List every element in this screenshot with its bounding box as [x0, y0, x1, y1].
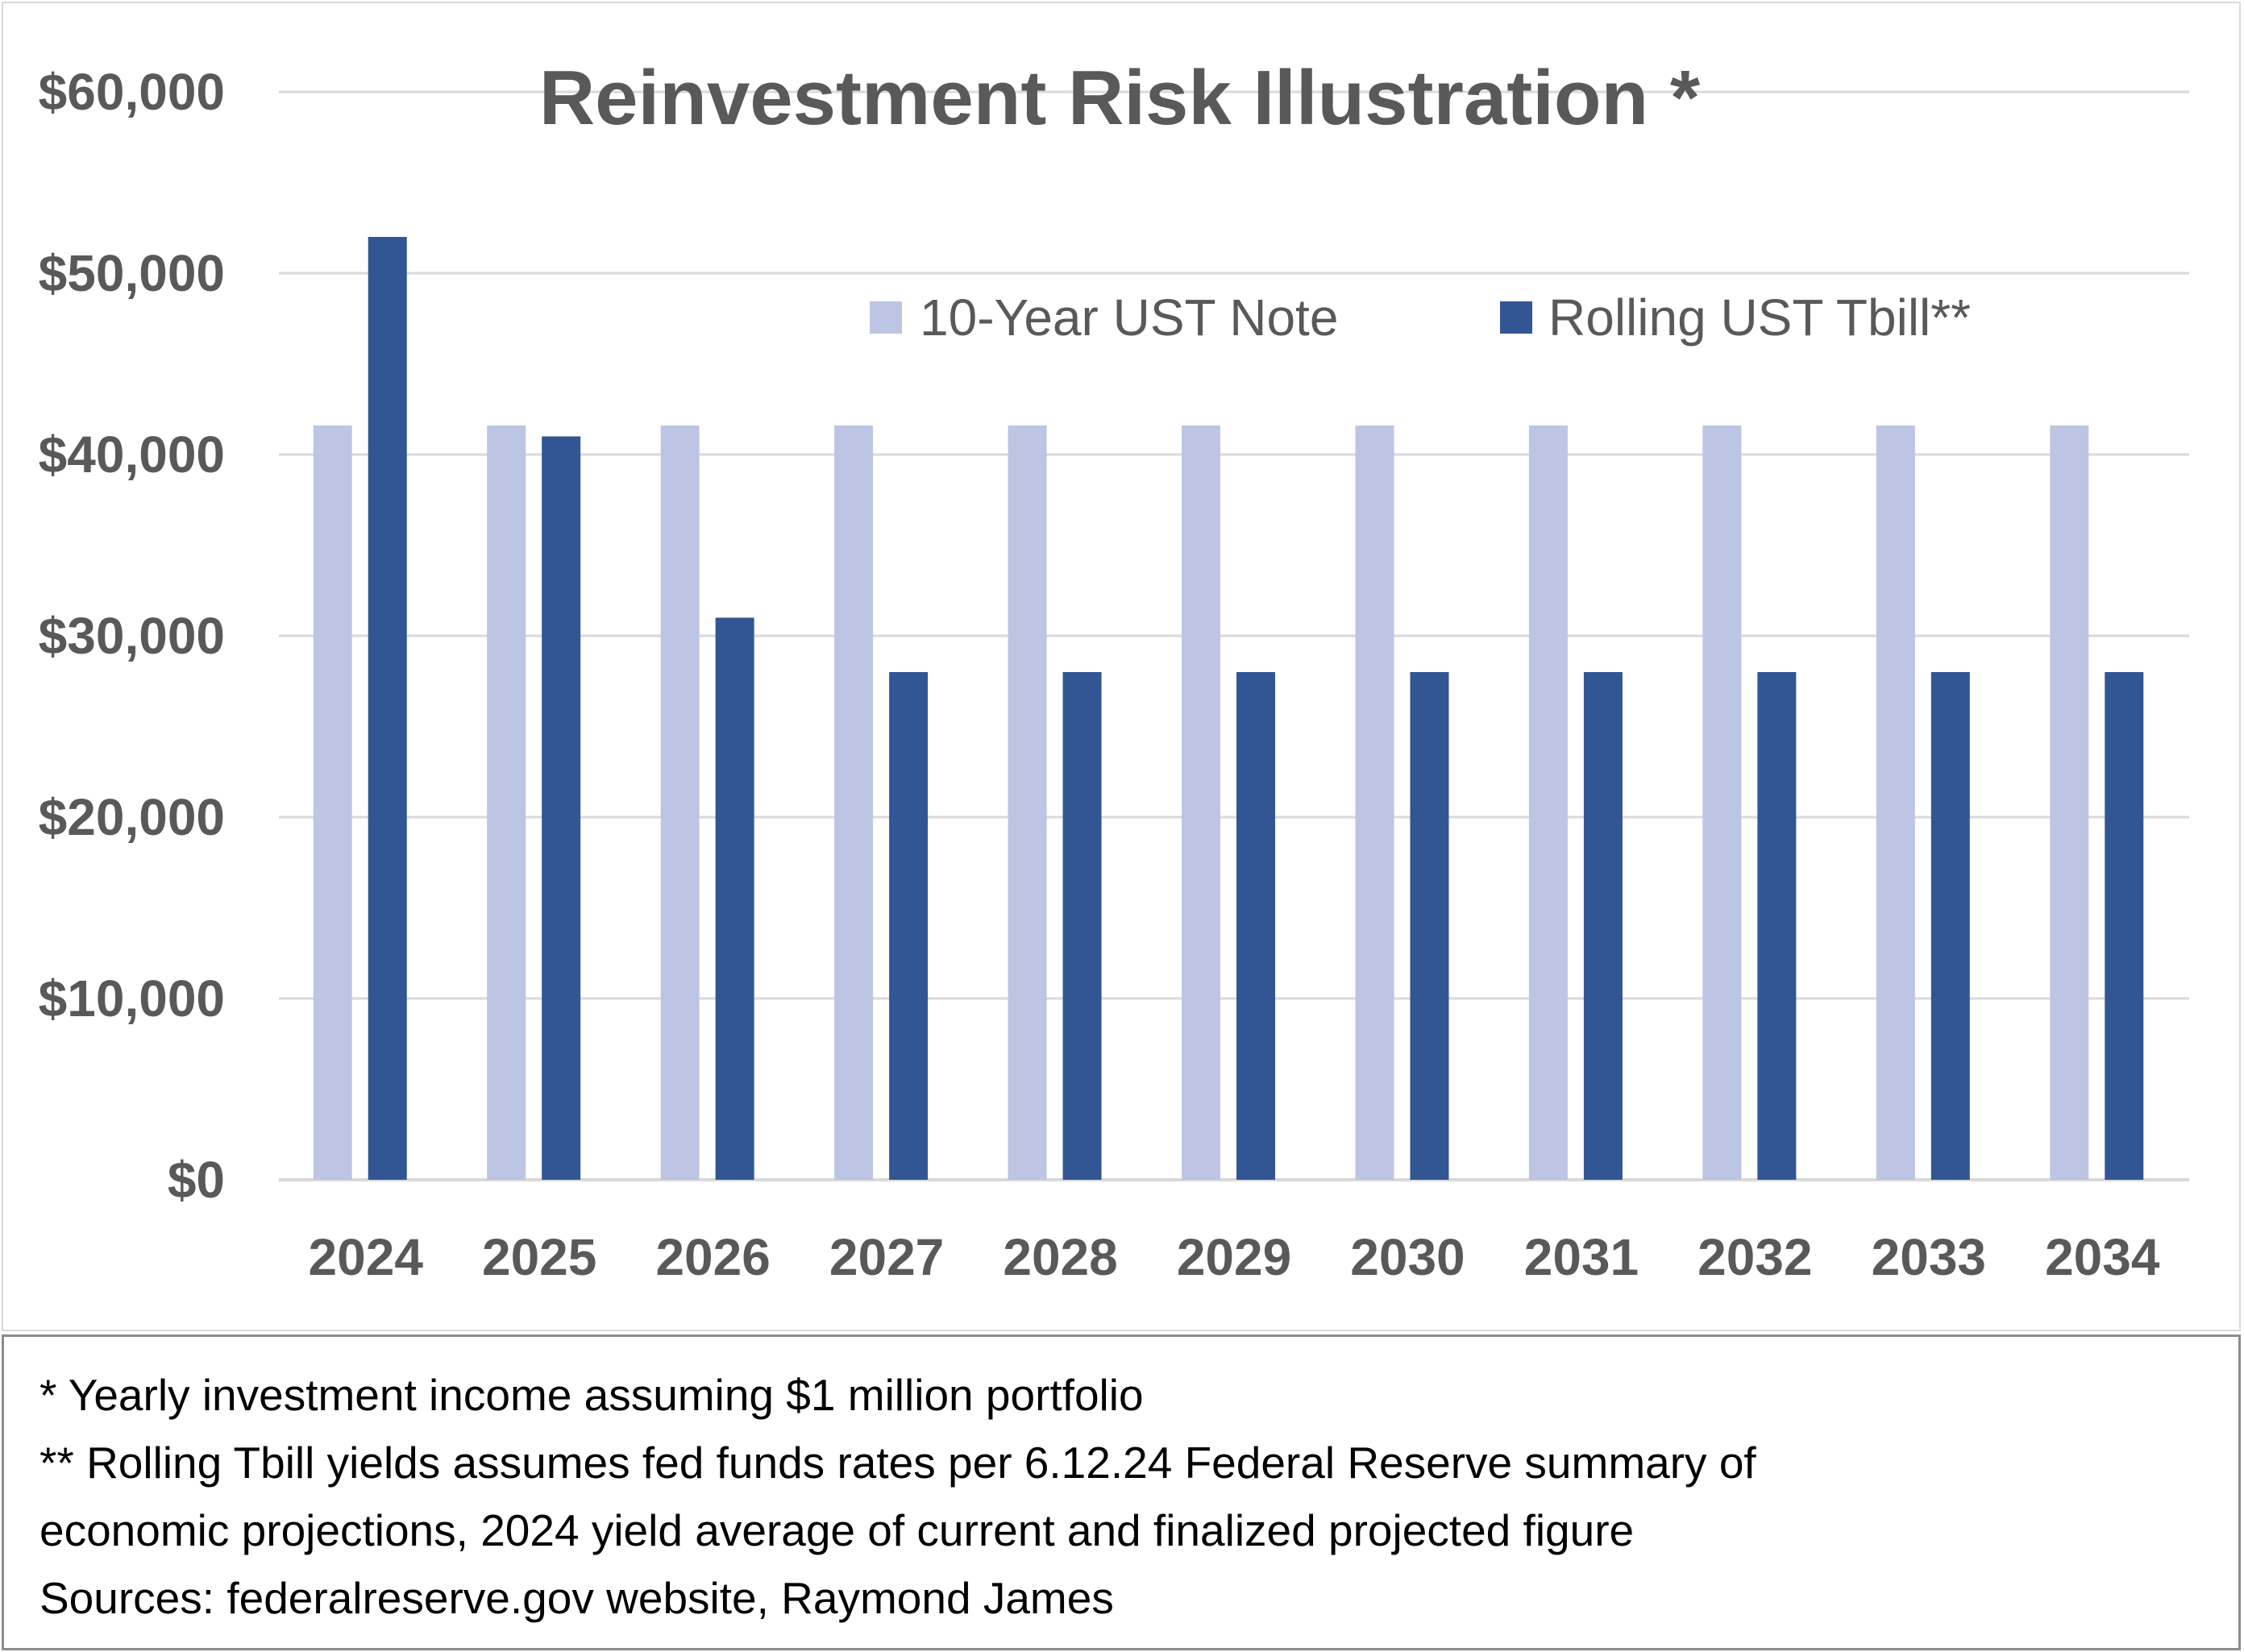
x-tick-label: 2032: [1698, 1228, 1812, 1286]
bar-10-year-note: [1876, 425, 1915, 1180]
y-tick-label: $20,000: [39, 788, 225, 846]
bars: [313, 237, 2144, 1180]
y-tick-label: $40,000: [39, 425, 225, 484]
bar-10-year-note: [1702, 425, 1742, 1180]
y-tick-label: $50,000: [39, 244, 225, 302]
x-tick-label: 2031: [1524, 1228, 1639, 1286]
x-tick-label: 2029: [1177, 1228, 1291, 1286]
chart-panel: $0 $10,000 $20,000 $30,000 $40,000 $50,000 $60…: [2, 2, 2241, 1331]
footnote-1: * Yearly investment income assuming $1 m…: [39, 1370, 1144, 1420]
x-tick-label: 2025: [482, 1228, 596, 1286]
sources-note: Sources: federalreserve.gov website, Ray…: [39, 1573, 1114, 1623]
y-tick-label: $30,000: [39, 607, 225, 665]
x-tick-label: 2026: [655, 1228, 770, 1286]
bar-10-year-note: [2050, 425, 2089, 1180]
bar-10-year-note: [834, 425, 874, 1180]
chart-title: Reinvestment Risk Illustration *: [539, 55, 1701, 141]
y-tick-label: $0: [168, 1151, 225, 1209]
legend-swatch-tbill: [1500, 301, 1532, 334]
bar-rolling-tbill: [368, 237, 407, 1180]
bar-10-year-note: [660, 425, 700, 1180]
y-tick-label: $10,000: [39, 969, 225, 1027]
bar-rolling-tbill: [1410, 672, 1449, 1180]
x-axis-ticks: 2024 2025 2026 2027 2028 2029 2030 2031 2032 2033…: [309, 1228, 2160, 1286]
bar-10-year-note: [1355, 425, 1394, 1180]
y-tick-label: $60,000: [39, 63, 225, 121]
bar-10-year-note: [487, 425, 526, 1180]
x-tick-label: 2024: [309, 1228, 424, 1286]
x-tick-label: 2033: [1872, 1228, 1986, 1286]
bar-10-year-note: [1528, 425, 1568, 1180]
footnotes-box: * Yearly investment income assuming $1 m…: [2, 1334, 2241, 1650]
x-tick-label: 2028: [1003, 1228, 1117, 1286]
footnote-2: ** Rolling Tbill yields assumes fed fund…: [39, 1438, 1756, 1488]
legend-swatch-10-year: [870, 301, 902, 334]
bar-rolling-tbill: [1062, 672, 1102, 1180]
bar-10-year-note: [1182, 425, 1220, 1180]
footnote-3: economic projections, 2024 yield average…: [39, 1505, 1635, 1555]
bar-rolling-tbill: [715, 617, 754, 1180]
legend-label-tbill: Rolling UST Tbill**: [1548, 288, 1971, 347]
bar-rolling-tbill: [1236, 672, 1275, 1180]
bar-rolling-tbill: [542, 436, 581, 1180]
bar-rolling-tbill: [1583, 672, 1623, 1180]
bar-rolling-tbill: [2105, 672, 2144, 1180]
bar-chart: $0 $10,000 $20,000 $30,000 $40,000 $50,000 $60…: [39, 55, 2189, 1286]
bar-10-year-note: [313, 425, 352, 1180]
bar-rolling-tbill: [1757, 672, 1797, 1180]
bar-rolling-tbill: [889, 672, 929, 1180]
legend: 10-Year UST Note Rolling UST Tbill**: [870, 288, 1971, 347]
bar-10-year-note: [1008, 425, 1047, 1180]
y-axis-ticks: $0 $10,000 $20,000 $30,000 $40,000 $50,000 $60…: [39, 63, 225, 1209]
x-tick-label: 2027: [829, 1228, 944, 1286]
gridlines: [279, 90, 2189, 1181]
bar-rolling-tbill: [1930, 672, 1970, 1180]
x-tick-label: 2034: [2045, 1228, 2160, 1286]
legend-label-10-year: 10-Year UST Note: [920, 288, 1338, 347]
x-tick-label: 2030: [1350, 1228, 1465, 1286]
